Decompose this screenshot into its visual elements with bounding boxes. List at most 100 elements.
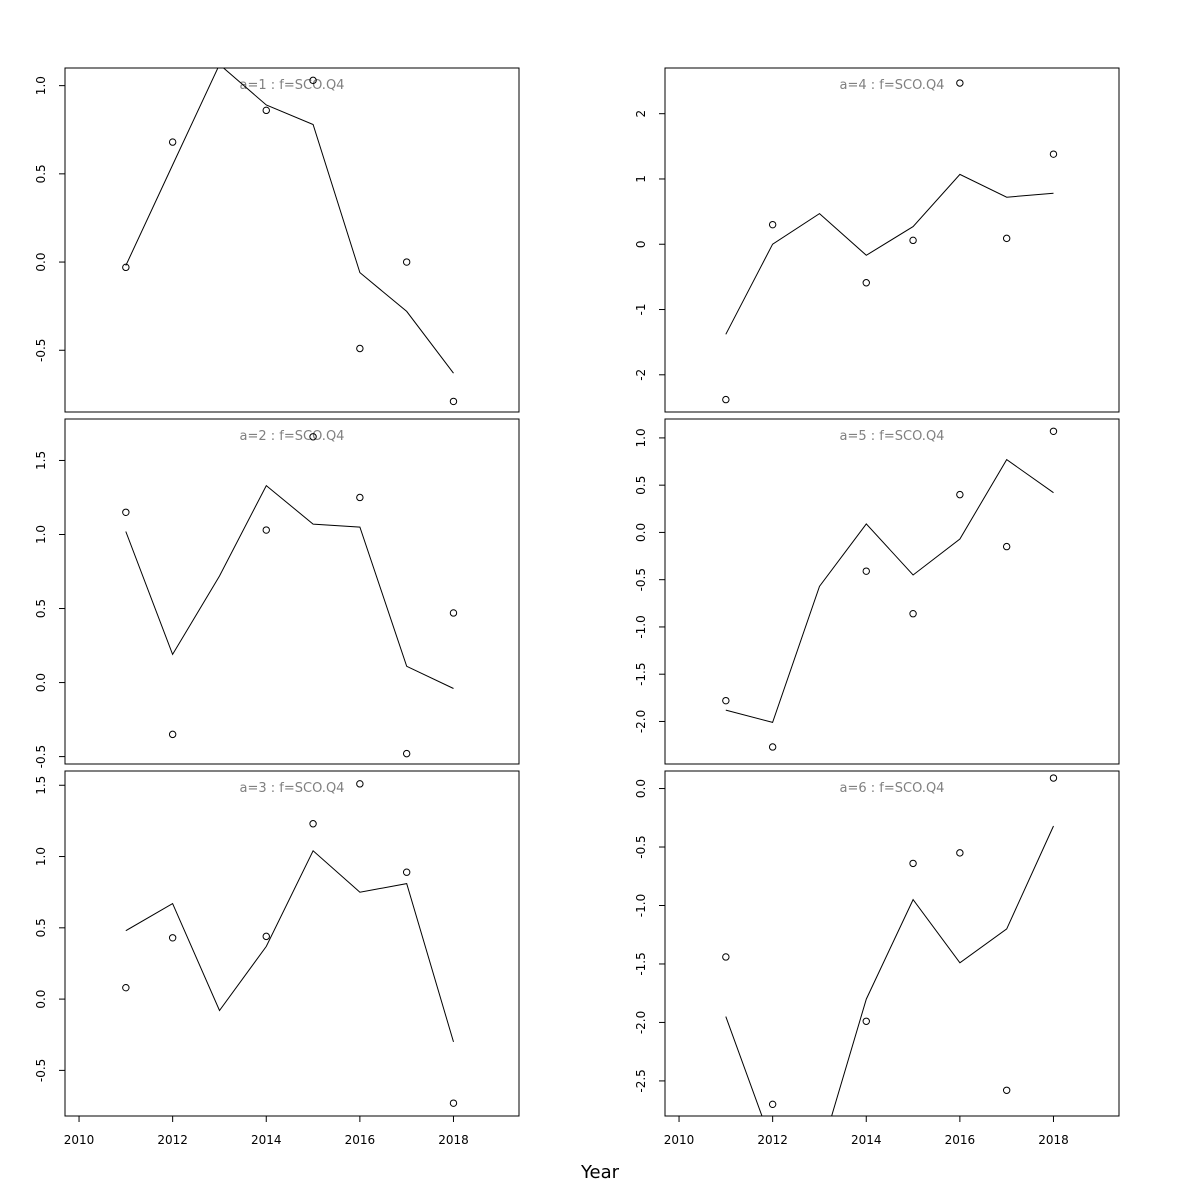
panel-frame [64, 770, 520, 1117]
panel-frame [64, 67, 520, 413]
y-tick-label: -1.0 [634, 894, 648, 917]
y-tick-label: 0.0 [634, 779, 648, 798]
observed-point [309, 433, 317, 441]
panel-frame [664, 67, 1120, 413]
x-tick-label: 2016 [945, 1133, 976, 1147]
x-tick-label: 2018 [1038, 1133, 1069, 1147]
x-tick-label: 2018 [438, 1133, 469, 1147]
observed-point [909, 859, 917, 868]
fitted-line [125, 849, 454, 1043]
observed-point [722, 953, 730, 961]
observed-point [309, 76, 317, 85]
observed-point [722, 696, 730, 705]
x-tick-label: 2010 [664, 1133, 695, 1147]
observed-point [862, 279, 870, 287]
observed-point [768, 743, 777, 751]
y-tick-label: -2.5 [634, 1069, 648, 1092]
observed-point [768, 1100, 777, 1109]
y-tick-label: 0.5 [34, 164, 48, 183]
y-tick-label: -1.5 [634, 662, 648, 685]
x-tick-label: 2010 [64, 1133, 95, 1147]
panel-title: a=5 : f=SCO.Q4 [840, 429, 945, 444]
observed-point [722, 395, 730, 404]
y-axis: -0.5 0.0 0.5 1.0 1.5 [34, 451, 65, 768]
x-tick-label: 2014 [251, 1133, 282, 1147]
y-tick-label: 1.0 [634, 428, 648, 447]
panel-title: a=2 : f=SCO.Q4 [240, 429, 345, 444]
y-axis: -2.5 -2.0 -1.5 -1.0 -0.5 0.0 [634, 779, 665, 1093]
y-tick-label: -1.0 [634, 615, 648, 638]
observed-point [122, 508, 130, 516]
observed-point [1002, 542, 1011, 551]
y-tick-label: -0.5 [34, 339, 48, 362]
y-tick-label: -0.5 [634, 568, 648, 591]
x-axis: 2010 2012 2014 2016 2018 [64, 1115, 469, 1147]
observed-point [262, 932, 270, 941]
x-tick-label: 2014 [851, 1133, 882, 1147]
observed-point [1049, 150, 1058, 158]
y-tick-label: 1 [634, 175, 648, 183]
y-tick-label: -0.5 [34, 1059, 48, 1082]
y-tick-label: 1.5 [34, 776, 48, 795]
x-tick-label: 2016 [345, 1133, 376, 1147]
y-tick-label: 1.5 [34, 451, 48, 470]
observed-point [168, 934, 177, 942]
y-tick-label: 0.0 [34, 673, 48, 692]
panel-1: -0.5 0.0 0.5 1.0 a=1 : f=SCO.Q4 [34, 67, 520, 413]
observed-point [262, 526, 270, 534]
y-tick-label: -1 [634, 304, 648, 316]
y-tick-label: 0.0 [634, 523, 648, 542]
x-tick-label: 2012 [757, 1133, 788, 1147]
x-tick-label: 2012 [157, 1133, 188, 1147]
y-tick-label: 0 [634, 240, 648, 248]
observed-point [956, 490, 964, 499]
observed-point [956, 79, 964, 87]
observed-point [862, 567, 870, 575]
observed-point [402, 749, 411, 758]
x-axis: 2010 2012 2014 2016 2018 [664, 1115, 1069, 1147]
observed-point [122, 263, 130, 272]
observed-point [356, 780, 364, 788]
panel-2: -0.5 0.0 0.5 1.0 1.5 a=2 : f=SCO.Q4 [34, 418, 520, 768]
panel-6: -2.5 -2.0 -1.5 -1.0 -0.5 0.0 a=6 : f=SCO.Q4 201… [634, 770, 1120, 1147]
panel-frame [64, 418, 520, 765]
y-axis: -2.0 -1.5 -1.0 -0.5 0.0 0.5 1.0 [634, 428, 665, 733]
observed-point [909, 236, 917, 245]
y-tick-label: 1.0 [34, 847, 48, 866]
observed-point [862, 1017, 870, 1025]
fitted-line [725, 825, 1054, 1116]
fitted-line [125, 484, 454, 689]
observed-point [309, 820, 317, 828]
observed-point [449, 397, 458, 406]
y-tick-label: 0.0 [34, 253, 48, 272]
observed-point [956, 849, 964, 857]
panel-5: -2.0 -1.5 -1.0 -0.5 0.0 0.5 1.0 a=5 : f=SCO.Q4 [634, 418, 1120, 765]
observed-point [356, 493, 364, 502]
observed-point [1002, 1086, 1011, 1094]
y-axis: -0.5 0.0 0.5 1.0 1.5 [34, 776, 65, 1082]
y-tick-label: -2.0 [634, 710, 648, 733]
panel-frame [664, 418, 1120, 765]
observed-point [168, 138, 177, 146]
panel-title: a=1 : f=SCO.Q4 [240, 78, 345, 93]
y-tick-label: -1.5 [634, 952, 648, 975]
x-axis-label: Year [580, 1162, 620, 1183]
y-tick-label: 0.0 [34, 990, 48, 1009]
panels-grid: -0.5 0.0 0.5 1.0 a=1 : f=SCO.Q4 -0.5 0.0 0.5 1.0… [34, 67, 1120, 1147]
y-tick-label: 1.0 [34, 525, 48, 544]
fitted-line [125, 68, 454, 374]
panel-title: a=6 : f=SCO.Q4 [840, 781, 945, 796]
y-tick-label: 1.0 [34, 76, 48, 95]
panel-title: a=4 : f=SCO.Q4 [840, 78, 945, 93]
observed-point [1002, 234, 1011, 243]
observed-point [1049, 774, 1058, 782]
observed-point [1049, 427, 1058, 435]
observed-point [449, 609, 458, 617]
y-tick-label: -0.5 [634, 835, 648, 858]
panel-title: a=3 : f=SCO.Q4 [240, 781, 345, 796]
observed-point [909, 610, 917, 618]
observed-point [449, 1099, 458, 1107]
observed-point [768, 220, 777, 229]
observed-point [262, 106, 270, 115]
